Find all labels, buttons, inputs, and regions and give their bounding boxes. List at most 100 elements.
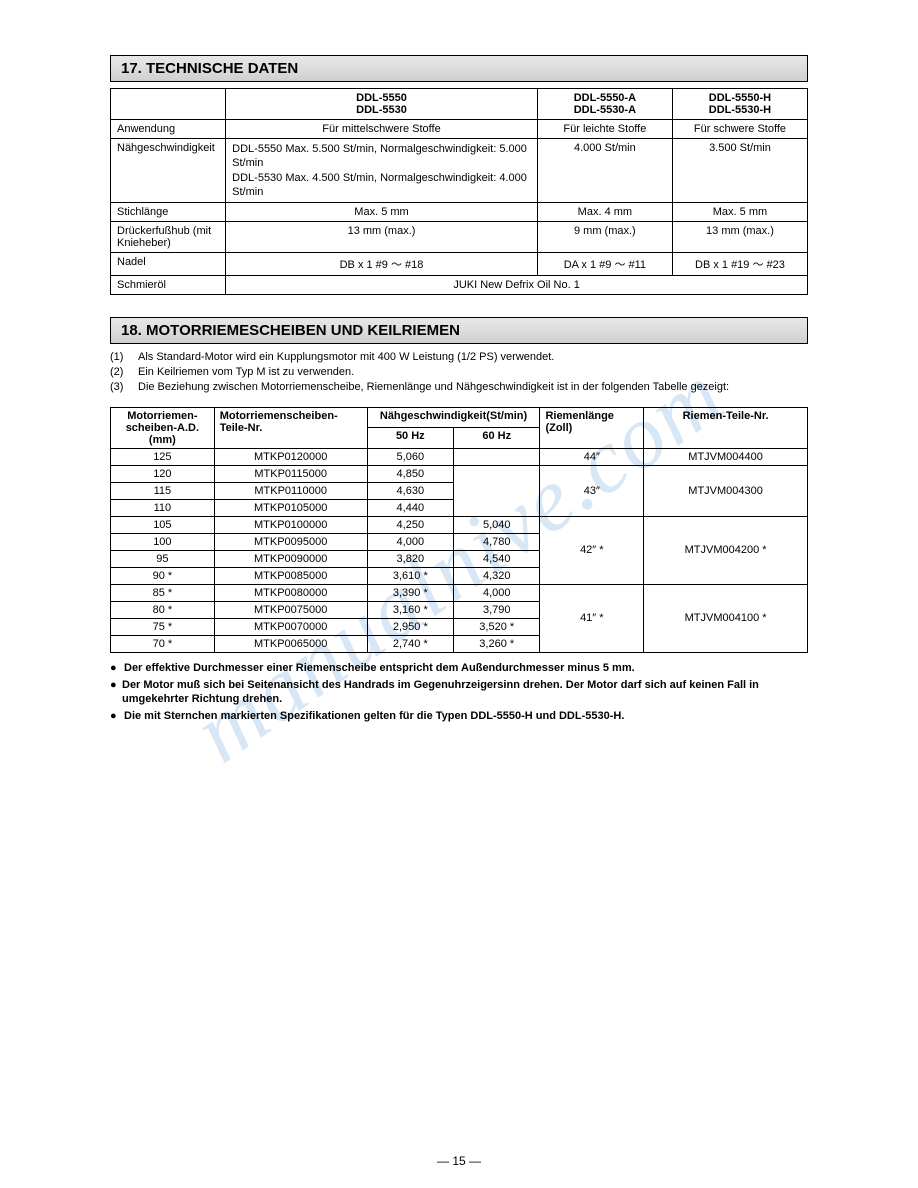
bullet-text: Der effektive Durchmesser einer Riemensc… xyxy=(124,661,635,676)
col-header-3: DDL-5550-H DDL-5530-H xyxy=(672,89,807,120)
note-item: (2)Ein Keilriemen vom Typ M ist zu verwe… xyxy=(110,365,808,380)
note-num: (1) xyxy=(110,350,138,365)
cell-50hz: 4,630 xyxy=(367,482,453,499)
cell-60hz: 4,780 xyxy=(454,533,540,550)
col-header: Nähgeschwindigkeit(St/min) xyxy=(367,407,540,428)
table-row: 105MTKP01000004,2505,04042″ *MTJVM004200… xyxy=(111,516,808,533)
cell-part: MTKP0085000 xyxy=(214,567,367,584)
bullet-icon: ● xyxy=(110,678,122,708)
bullet-notes: ●Der effektive Durchmesser einer Riemens… xyxy=(110,661,808,724)
page-content: 17. TECHNISCHE DATEN DDL-5550 DDL-5530 D… xyxy=(110,55,808,724)
note-text: Als Standard-Motor wird ein Kupplungsmot… xyxy=(138,350,554,365)
pulley-table: Motorriemen-scheiben-A.D. (mm) Motorriem… xyxy=(110,407,808,653)
row-label: Nähgeschwindigkeit xyxy=(111,139,226,203)
table-row: Stichlänge Max. 5 mm Max. 4 mm Max. 5 mm xyxy=(111,203,808,222)
cell: DB x 1 #19 ～ #23 xyxy=(672,253,807,276)
cell: 13 mm (max.) xyxy=(672,222,807,253)
note-num: (2) xyxy=(110,365,138,380)
note-item: (3)Die Beziehung zwischen Motorriemensch… xyxy=(110,380,808,395)
col-header: Riemen-Teile-Nr. xyxy=(644,407,808,448)
cell-ad: 85 * xyxy=(111,584,215,601)
cell-50hz: 3,160 * xyxy=(367,601,453,618)
bullet-text: Der Motor muß sich bei Seitenansicht des… xyxy=(122,678,808,708)
col-header-empty xyxy=(111,89,226,120)
col-header: 60 Hz xyxy=(454,428,540,449)
cell-50hz: 4,850 xyxy=(367,465,453,482)
cell-ad: 100 xyxy=(111,533,215,550)
cell: 9 mm (max.) xyxy=(537,222,672,253)
cell: Max. 5 mm xyxy=(226,203,538,222)
cell-ad: 95 xyxy=(111,550,215,567)
section-17-header: 17. TECHNISCHE DATEN xyxy=(110,55,808,82)
table-row: Nadel DB x 1 #9 ～ #18 DA x 1 #9 ～ #11 DB… xyxy=(111,253,808,276)
cell-ad: 105 xyxy=(111,516,215,533)
cell-60hz: 3,260 * xyxy=(454,635,540,652)
cell-ad: 90 * xyxy=(111,567,215,584)
row-label: Stichlänge xyxy=(111,203,226,222)
cell-beltpart: MTJVM004100 * xyxy=(644,584,808,652)
cell: 4.000 St/min xyxy=(537,139,672,203)
cell-ad: 75 * xyxy=(111,618,215,635)
cell-50hz: 3,610 * xyxy=(367,567,453,584)
cell-50hz: 2,740 * xyxy=(367,635,453,652)
cell-part: MTKP0105000 xyxy=(214,499,367,516)
table-row: Nähgeschwindigkeit DDL-5550 Max. 5.500 S… xyxy=(111,139,808,203)
cell-beltlen: 41″ * xyxy=(540,584,644,652)
col-header: Motorriemen-scheiben-A.D. (mm) xyxy=(111,407,215,448)
cell-part: MTKP0100000 xyxy=(214,516,367,533)
cell-part: MTKP0095000 xyxy=(214,533,367,550)
cell-beltlen: 43″ xyxy=(540,465,644,516)
cell-50hz: 3,390 * xyxy=(367,584,453,601)
cell-ad: 70 * xyxy=(111,635,215,652)
bullet-item: ●Die mit Sternchen markierten Spezifikat… xyxy=(110,709,808,724)
cell: 3.500 St/min xyxy=(672,139,807,203)
bullet-text: Die mit Sternchen markierten Spezifikati… xyxy=(124,709,624,724)
cell-ad: 115 xyxy=(111,482,215,499)
cell-60hz: 4,000 xyxy=(454,584,540,601)
cell-part: MTKP0115000 xyxy=(214,465,367,482)
cell: DDL-5550 Max. 5.500 St/min, Normalgeschw… xyxy=(226,139,538,203)
cell: Max. 4 mm xyxy=(537,203,672,222)
cell-60hz: 5,040 xyxy=(454,516,540,533)
cell-part: MTKP0110000 xyxy=(214,482,367,499)
col-header: Motorriemenscheiben-Teile-Nr. xyxy=(214,407,367,448)
cell-span: JUKI New Defrix Oil No. 1 xyxy=(226,276,808,295)
table-row: Drückerfußhub (mit Knieheber) 13 mm (max… xyxy=(111,222,808,253)
cell-ad: 80 * xyxy=(111,601,215,618)
note-text: Die Beziehung zwischen Motorriemenscheib… xyxy=(138,380,729,395)
table-header-row: Motorriemen-scheiben-A.D. (mm) Motorriem… xyxy=(111,407,808,428)
table-row: Anwendung Für mittelschwere Stoffe Für l… xyxy=(111,120,808,139)
note-text: Ein Keilriemen vom Typ M ist zu verwende… xyxy=(138,365,354,380)
cell-beltpart: MTJVM004400 xyxy=(644,448,808,465)
cell: Für mittelschwere Stoffe xyxy=(226,120,538,139)
cell-60hz: 4,320 xyxy=(454,567,540,584)
cell-50hz: 5,060 xyxy=(367,448,453,465)
row-label: Anwendung xyxy=(111,120,226,139)
cell-50hz: 4,250 xyxy=(367,516,453,533)
cell: DA x 1 #9 ～ #11 xyxy=(537,253,672,276)
cell-ad: 110 xyxy=(111,499,215,516)
page-number: — 15 — xyxy=(0,1154,918,1168)
bullet-item: ●Der Motor muß sich bei Seitenansicht de… xyxy=(110,678,808,708)
cell: Für schwere Stoffe xyxy=(672,120,807,139)
table-row: 125MTKP01200005,06044″MTJVM004400 xyxy=(111,448,808,465)
bullet-item: ●Der effektive Durchmesser einer Riemens… xyxy=(110,661,808,676)
table-row: Schmieröl JUKI New Defrix Oil No. 1 xyxy=(111,276,808,295)
table-header-row: DDL-5550 DDL-5530 DDL-5550-A DDL-5530-A … xyxy=(111,89,808,120)
cell-50hz: 4,440 xyxy=(367,499,453,516)
col-header: Riemenlänge (Zoll) xyxy=(540,407,644,448)
table-row: 85 *MTKP00800003,390 *4,00041″ *MTJVM004… xyxy=(111,584,808,601)
bullet-icon: ● xyxy=(110,709,124,724)
cell-60hz: 3,790 xyxy=(454,601,540,618)
cell-60hz: 3,520 * xyxy=(454,618,540,635)
cell-part: MTKP0120000 xyxy=(214,448,367,465)
bullet-icon: ● xyxy=(110,661,124,676)
cell-part: MTKP0090000 xyxy=(214,550,367,567)
col-header-2: DDL-5550-A DDL-5530-A xyxy=(537,89,672,120)
cell-beltlen: 42″ * xyxy=(540,516,644,584)
cell-beltpart: MTJVM004300 xyxy=(644,465,808,516)
cell-60hz xyxy=(454,465,540,516)
cell-part: MTKP0070000 xyxy=(214,618,367,635)
cell-50hz: 4,000 xyxy=(367,533,453,550)
table-row: 120MTKP01150004,85043″MTJVM004300 xyxy=(111,465,808,482)
